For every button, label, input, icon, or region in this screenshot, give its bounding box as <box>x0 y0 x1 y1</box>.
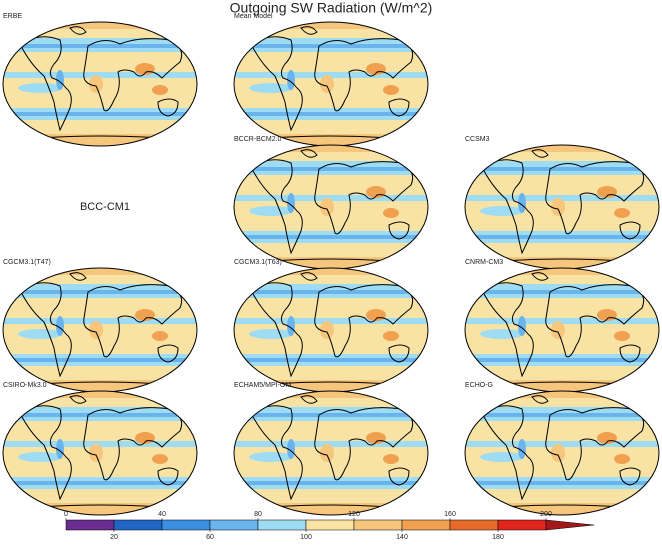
map-panel <box>0 19 200 149</box>
colorbar-box <box>65 519 115 531</box>
colorbar-tick-label: 160 <box>444 511 456 518</box>
map-panel <box>0 388 200 518</box>
map-panel <box>462 388 662 518</box>
colorbar-tick-label: 180 <box>492 534 504 541</box>
colorbar-box <box>449 519 499 531</box>
colorbar-tick-label: 100 <box>300 534 312 541</box>
panel-label: CSIRO-Mk3.0 <box>3 382 47 389</box>
panel-label: ECHAM5/MPI-OM <box>234 382 291 389</box>
colorbar-box <box>497 519 547 531</box>
colorbar-tick-label: 120 <box>348 511 360 518</box>
panel-label: Mean Model <box>234 13 273 20</box>
map-panel <box>462 142 662 272</box>
colorbar-tick-label: 200 <box>540 511 552 518</box>
panel-label: BCCR-BCM2.0 <box>234 136 282 143</box>
panel-label: ECHO-G <box>465 382 493 389</box>
colorbar-tick-label: 0 <box>64 511 68 518</box>
colorbar-box <box>113 519 163 531</box>
panel-label: CNRM-CM3 <box>465 259 503 266</box>
panel-label: CCSM3 <box>465 136 490 143</box>
colorbar-tick-label: 140 <box>396 534 408 541</box>
colorbar-extension <box>545 519 595 531</box>
missing-model-label: BCC-CM1 <box>80 201 130 213</box>
colorbar-box <box>305 519 355 531</box>
colorbar-box <box>353 519 403 531</box>
title: Outgoing SW Radiation (W/m^2) <box>230 0 433 16</box>
colorbar-tick-label: 80 <box>254 511 262 518</box>
colorbar-box <box>401 519 451 531</box>
colorbar-tick-label: 40 <box>158 511 166 518</box>
colorbar-box <box>257 519 307 531</box>
map-panel <box>231 388 431 518</box>
panel-label: CGCM3.1(T63) <box>234 259 282 266</box>
panel-label: CGCM3.1(T47) <box>3 259 51 266</box>
colorbar-tick-label: 20 <box>110 534 118 541</box>
map-panel <box>231 142 431 272</box>
panel-label: ERBE <box>3 13 22 20</box>
colorbar-box <box>209 519 259 531</box>
map-panel <box>0 265 200 395</box>
map-panel <box>231 265 431 395</box>
colorbar-box <box>161 519 211 531</box>
map-panel <box>231 19 431 149</box>
colorbar-tick-label: 60 <box>206 534 214 541</box>
map-panel <box>462 265 662 395</box>
